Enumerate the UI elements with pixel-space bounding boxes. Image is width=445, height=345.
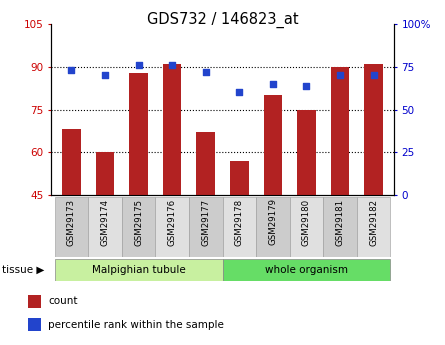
Bar [230,161,249,195]
Text: GSM29181: GSM29181 [336,198,344,246]
Bar [256,197,290,257]
Text: GSM29174: GSM29174 [101,198,109,246]
Bar [96,152,114,195]
Bar [290,197,323,257]
Point [303,83,310,88]
Point [269,81,276,87]
Bar [222,259,390,281]
Bar [55,197,88,257]
Point [68,68,75,73]
Text: GDS732 / 146823_at: GDS732 / 146823_at [147,12,298,28]
Point [101,73,109,78]
Bar [28,295,41,308]
Text: GSM29177: GSM29177 [201,198,210,246]
Bar [88,197,122,257]
Point [202,69,209,75]
Point [336,73,344,78]
Bar [222,197,256,257]
Bar [323,197,357,257]
Bar [297,110,316,195]
Text: GSM29176: GSM29176 [168,198,177,246]
Bar [155,197,189,257]
Text: GSM29178: GSM29178 [235,198,244,246]
Bar [28,318,41,331]
Bar [55,259,222,281]
Text: GSM29175: GSM29175 [134,198,143,246]
Text: GSM29173: GSM29173 [67,198,76,246]
Bar [163,64,182,195]
Point [236,90,243,95]
Point [169,62,176,68]
Bar [364,64,383,195]
Text: count: count [49,296,78,306]
Text: GSM29180: GSM29180 [302,198,311,246]
Point [135,62,142,68]
Bar [331,67,349,195]
Bar [263,95,282,195]
Text: Malpighian tubule: Malpighian tubule [92,265,186,275]
Bar [189,197,222,257]
Text: whole organism: whole organism [265,265,348,275]
Text: GSM29179: GSM29179 [268,198,277,245]
Text: GSM29182: GSM29182 [369,198,378,246]
Bar [129,72,148,195]
Bar [357,197,390,257]
Bar [196,132,215,195]
Text: percentile rank within the sample: percentile rank within the sample [49,319,224,329]
Point [370,73,377,78]
Bar [122,197,155,257]
Bar [62,129,81,195]
Text: tissue ▶: tissue ▶ [2,265,44,275]
